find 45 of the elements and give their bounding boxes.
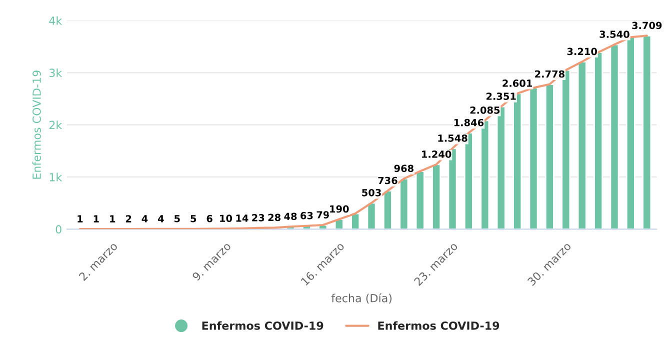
data-label: 736 [378,176,398,184]
data-label: 2.778 [535,70,564,78]
data-label: 28 [268,214,280,222]
data-label: 1 [94,215,99,222]
data-label: 10 [220,214,232,222]
bar [642,35,652,230]
data-label: 63 [300,212,313,220]
data-label: 1.240 [422,150,452,158]
bar [366,202,376,230]
data-label: 503 [362,188,381,196]
y-tick-label: 0 [56,225,62,234]
y-tick-label: 4k [49,16,62,25]
legend-label: Enfermos COVID-19 [202,321,324,330]
data-label: 5 [190,215,196,222]
data-label: 2.351 [486,92,516,100]
data-label: 190 [330,205,349,213]
y-axis-title: Enfermos COVID-19 [32,70,41,179]
legend-label: Enfermos COVID-19 [378,321,500,330]
bar [432,164,442,230]
data-label: 2.601 [502,80,532,87]
bar [610,44,620,230]
data-label: 2 [126,215,132,222]
data-label: 4 [158,215,164,222]
data-label: 1.548 [438,134,468,142]
data-label: 1 [78,215,83,222]
data-label: 48 [284,212,297,220]
data-label: 5 [174,215,180,222]
y-tick-label: 1k [50,172,62,182]
data-label: 968 [394,164,414,172]
y-tick-label: 3k [49,68,62,78]
data-label: 1 [110,215,116,222]
bar [544,84,554,230]
data-label: 23 [252,214,264,222]
data-label: 6 [206,214,212,222]
data-label: 14 [236,214,248,222]
data-label: 1.846 [454,118,484,126]
data-label: 4 [142,215,148,222]
data-label: 3.709 [632,22,662,30]
y-tick-label: 2k [49,120,62,130]
x-axis-title: fecha (Día) [331,293,392,304]
data-label: 79 [316,211,330,218]
bar [577,61,587,230]
data-label: 3.540 [600,30,630,38]
data-label: 2.085 [470,106,500,114]
data-label: 3.210 [567,48,597,56]
